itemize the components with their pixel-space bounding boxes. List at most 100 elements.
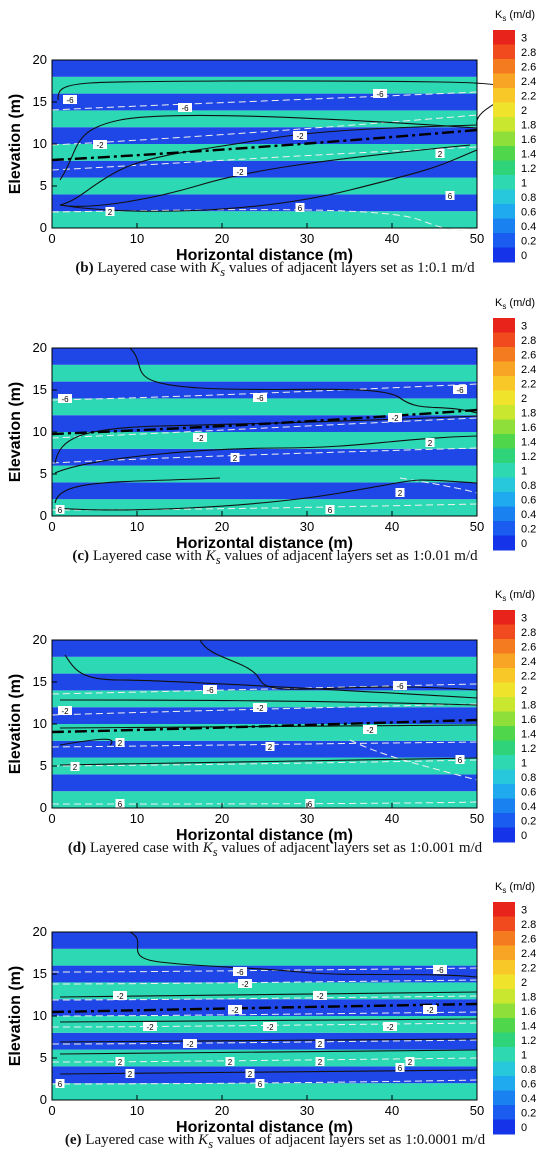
contour-label-bg bbox=[125, 1069, 135, 1078]
colorbar-tick-label: 2.6 bbox=[521, 933, 536, 945]
colorbar-tick-label: 0.8 bbox=[521, 772, 536, 784]
colorbar-swatch bbox=[493, 233, 515, 248]
colorbar-title: Ks (m/d) bbox=[495, 297, 535, 311]
colorbar-swatch bbox=[493, 390, 515, 406]
caption-letter: (c) bbox=[72, 548, 90, 564]
streamline bbox=[54, 477, 221, 504]
low-ks-layer bbox=[52, 965, 477, 983]
caption-rest: values of adjacent layers set as 1:0.001… bbox=[217, 840, 483, 856]
head-contour-line bbox=[51, 995, 478, 1001]
contour-label: -6 bbox=[181, 104, 189, 113]
low-ks-layer bbox=[52, 482, 477, 500]
colorbar-swatch bbox=[493, 1090, 515, 1106]
contour-label: 6 bbox=[308, 800, 313, 809]
contour-label-bg bbox=[225, 1057, 235, 1066]
colorbar-swatch bbox=[493, 535, 515, 551]
head-contour-line bbox=[51, 703, 478, 716]
caption-ks-symbol: Ks bbox=[205, 548, 221, 567]
figure-caption: (c) Layered case with Ks values of adjac… bbox=[0, 548, 550, 568]
colorbar-swatch bbox=[493, 682, 515, 698]
colorbar-tick-label: 2.4 bbox=[521, 656, 536, 668]
y-axis-title: Elevation (m) bbox=[7, 94, 24, 194]
head-contour-line bbox=[51, 1022, 478, 1028]
streamline bbox=[59, 1069, 478, 1075]
colorbar-swatch bbox=[493, 448, 515, 464]
colorbar-swatch bbox=[493, 624, 515, 640]
contour-label-bg bbox=[115, 799, 125, 808]
contour-label: -2 bbox=[386, 1023, 394, 1032]
colorbar-swatch bbox=[493, 332, 515, 348]
head-contour-line bbox=[51, 1039, 478, 1045]
streamline bbox=[54, 479, 478, 511]
head-contour-line bbox=[51, 209, 478, 231]
colorbar-swatch bbox=[493, 610, 515, 625]
colorbar-tick-label: 1.8 bbox=[521, 119, 536, 131]
colorbar-tick-label: 1.4 bbox=[521, 1020, 536, 1032]
caption-ks-symbol: Ks bbox=[202, 840, 218, 859]
colorbar-tick-label: 1 bbox=[521, 465, 527, 477]
colorbar-tick-label: 1.8 bbox=[521, 407, 536, 419]
x-axis-title: Horizontal distance (m) bbox=[176, 1119, 353, 1136]
colorbar-tick-label: 2.6 bbox=[521, 61, 536, 73]
contour-label-bg bbox=[453, 385, 467, 394]
colorbar-tick-label: 0.4 bbox=[521, 801, 536, 813]
colorbar-swatch bbox=[493, 902, 515, 917]
contour-label: -2 bbox=[236, 168, 244, 177]
colorbar-tick-label: 2.2 bbox=[521, 90, 536, 102]
contour-label: 6 bbox=[298, 204, 303, 213]
contour-label: 6 bbox=[118, 800, 123, 809]
x-tick-label: 10 bbox=[130, 811, 144, 826]
low-ks-layer bbox=[52, 774, 477, 792]
contour-label: -2 bbox=[196, 434, 204, 443]
x-tick-label: 0 bbox=[48, 811, 55, 826]
contour-label-bg bbox=[230, 453, 240, 462]
colorbar-tick-label: 1 bbox=[521, 1049, 527, 1061]
colorbar-tick-label: 2.8 bbox=[521, 335, 536, 347]
contour-label-bg bbox=[203, 685, 217, 694]
contour-label: 2 bbox=[73, 763, 78, 772]
colorbar-swatch bbox=[493, 726, 515, 741]
high-ks-layer bbox=[52, 364, 477, 382]
contour-label-bg bbox=[193, 433, 207, 442]
x-tick-label: 20 bbox=[215, 811, 229, 826]
colorbar-tick-label: 1 bbox=[521, 177, 527, 189]
contour-label: 6 bbox=[458, 756, 463, 765]
contour-label: 2 bbox=[118, 1058, 123, 1067]
y-tick-label: 5 bbox=[40, 178, 47, 193]
contour-label: 2 bbox=[428, 439, 433, 448]
colorbar-tick-label: 0.4 bbox=[521, 1093, 536, 1105]
low-ks-layer bbox=[52, 640, 477, 657]
contour-label: 2 bbox=[268, 743, 273, 752]
contour-label-bg bbox=[325, 505, 335, 514]
colorbar-swatch bbox=[493, 945, 515, 961]
colorbar-tick-label: 1.6 bbox=[521, 1006, 536, 1018]
colorbar-swatch bbox=[493, 247, 515, 263]
colorbar-tick-label: 0 bbox=[521, 830, 527, 842]
colorbar-tick-label: 1.6 bbox=[521, 134, 536, 146]
figure-panel-d: -6 -6 -2 -2 -2 2 2 2 6 6 6 0 10 20 30 40 50 0 5 10 15 20 Horiz… bbox=[0, 580, 550, 868]
colorbar-tick-label: 1.4 bbox=[521, 728, 536, 740]
colorbar-swatch bbox=[493, 521, 515, 536]
colorbar-tick-label: 0.6 bbox=[521, 1078, 536, 1090]
contour-label-bg bbox=[395, 1063, 405, 1072]
y-axis-title: Elevation (m) bbox=[7, 382, 24, 482]
contour-label: -2 bbox=[96, 141, 104, 150]
contour-label: -6 bbox=[236, 968, 244, 977]
streamline bbox=[129, 347, 478, 414]
colorbar-swatch bbox=[493, 419, 515, 435]
colorbar-tick-label: 1.8 bbox=[521, 991, 536, 1003]
colorbar-title: Ks (m/d) bbox=[495, 589, 535, 603]
colorbar-swatch bbox=[493, 653, 515, 669]
contour-label: -6 bbox=[396, 682, 404, 691]
low-ks-layer bbox=[52, 932, 477, 949]
caption-text: Layered case with bbox=[93, 260, 211, 276]
colorbar-swatch bbox=[493, 189, 515, 205]
contour-label: -2 bbox=[61, 707, 69, 716]
colorbar-tick-label: 0.2 bbox=[521, 523, 536, 535]
colorbar-swatch bbox=[493, 639, 515, 654]
colorbar-swatch bbox=[493, 73, 515, 89]
contour-label-bg bbox=[253, 393, 267, 402]
contour-label-bg bbox=[228, 1005, 242, 1014]
colorbar-swatch bbox=[493, 916, 515, 932]
colorbar-swatch bbox=[493, 146, 515, 161]
